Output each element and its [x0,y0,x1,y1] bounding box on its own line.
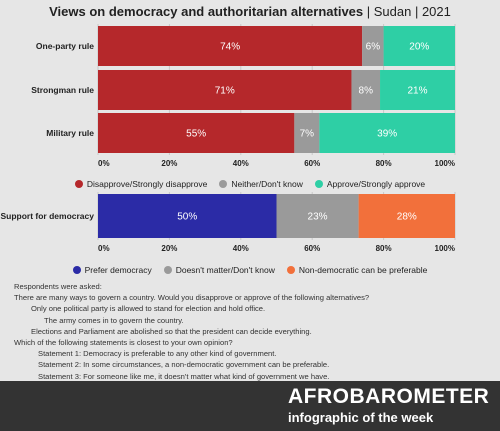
data-label: 39% [377,129,397,140]
x-tick-label: 20% [161,159,177,168]
legend-swatch-disapprove [74,180,83,188]
x-tick-label: 100% [435,244,455,253]
x-tick-label: 40% [233,159,249,168]
category-label: Support for democracy [0,211,94,221]
legend-item-neither: Neither/Don't know [219,179,303,189]
legend-item-disapprove: Disapprove/Strongly disapprove [74,179,208,189]
x-tick-label: 20% [161,244,177,253]
data-label: 23% [308,212,328,223]
question-1-item: The army comes in to govern the country. [44,315,184,325]
title-main: Views on democracy and authoritarian alt… [49,4,364,19]
x-tick-label: 0% [98,159,110,168]
category-label: One-party rule [36,41,94,51]
question-1-item: Elections and Parliament are abolished s… [31,326,312,336]
legend-swatch-non-democratic [286,266,295,274]
question-notes: Respondents were asked: There are many w… [14,281,494,382]
data-label: 7% [300,129,315,140]
bar-segment [358,194,455,238]
x-tick-label: 80% [376,159,392,168]
legend-democracy: Prefer democracy Doesn't matter/Don't kn… [0,265,500,275]
question-2-item: Statement 2: In some circumstances, a no… [38,360,330,370]
legend-label-neither: Neither/Don't know [231,179,303,189]
legend-swatch-prefer-democracy [72,266,81,274]
legend-label-prefer-democracy: Prefer democracy [84,265,152,275]
category-label: Military rule [46,128,94,138]
question-2: Which of the following statements is clo… [14,338,233,348]
legend-swatch-neither [219,180,228,188]
data-label: 28% [397,212,417,223]
data-label: 8% [359,86,374,97]
data-label: 21% [408,86,428,97]
data-label: 20% [409,42,429,53]
legend-label-disapprove: Disapprove/Strongly disapprove [86,179,208,189]
bar-segment [98,113,295,153]
notes-intro: Respondents were asked: [14,282,102,291]
data-label: 71% [215,86,235,97]
legend-label-non-democratic: Non-democratic can be preferable [298,265,428,275]
legend-item-approve: Approve/Strongly approve [314,179,426,189]
x-tick-label: 40% [233,244,249,253]
legend-item-prefer-democracy: Prefer democracy [72,265,152,275]
chart-title: Views on democracy and authoritarian alt… [0,4,500,19]
chart-support-for-democracy: 0% 20% 40% 60% 80% 100% Support for democracy 5… [0,192,456,253]
footer-subtitle: infographic of the week [288,410,434,425]
bar-segment [294,113,320,153]
bar-segment [380,70,455,110]
bar-segment [319,113,455,153]
footer-banner: AFROBAROMETER infographic of the week [0,381,500,431]
legend-item-non-democratic: Non-democratic can be preferable [286,265,428,275]
bar-segment [351,70,381,110]
legend-swatch-approve [314,180,323,188]
legend-label-approve: Approve/Strongly approve [326,179,426,189]
chart-authoritarian-alternatives: 0% 20% 40% 60% 80% 100% One-party rule 74% 6% 20%… [31,24,456,168]
question-1-item: Only one political party is allowed to s… [31,304,266,314]
bar-segment [362,26,384,66]
title-suffix: | Sudan | 2021 [363,4,451,19]
x-tick-label: 80% [376,244,392,253]
data-label: 55% [186,129,206,140]
data-label: 74% [220,42,240,53]
legend-alternatives: Disapprove/Strongly disapprove Neither/D… [0,179,500,189]
category-label: Strongman rule [31,85,94,95]
bar-segment [383,26,455,66]
legend-item-doesnt-matter: Doesn't matter/Don't know [163,265,275,275]
x-tick-label: 60% [304,159,320,168]
bar-segment [98,26,363,66]
question-2-item: Statement 1: Democracy is preferable to … [38,349,277,359]
bar-segment [276,194,359,238]
bar-segment [98,194,277,238]
bar-segment [98,70,352,110]
question-2-item: Statement 3: For someone like me, it doe… [38,371,330,381]
x-tick-label: 0% [98,244,110,253]
question-1: There are many ways to govern a country.… [14,293,370,303]
afrobarometer-logo: AFROBAROMETER [288,385,490,408]
x-tick-label: 60% [304,244,320,253]
data-label: 6% [366,42,381,53]
legend-swatch-doesnt-matter [163,266,172,274]
data-label: 50% [177,212,197,223]
x-tick-label: 100% [435,159,455,168]
legend-label-doesnt-matter: Doesn't matter/Don't know [175,265,275,275]
